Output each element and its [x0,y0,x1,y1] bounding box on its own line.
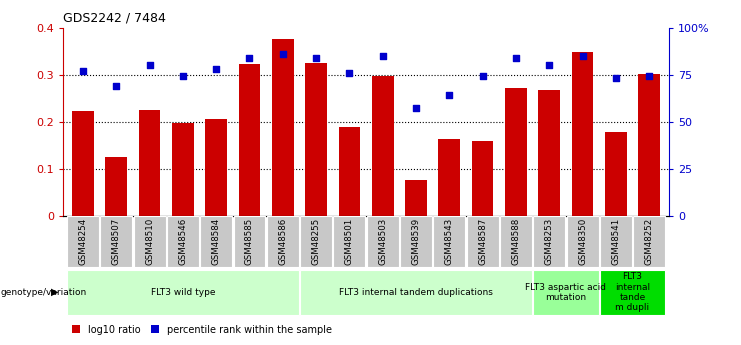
Text: GSM48252: GSM48252 [645,218,654,265]
FancyBboxPatch shape [300,216,332,267]
Text: GSM48507: GSM48507 [112,218,121,265]
Point [177,74,189,79]
Text: GSM48254: GSM48254 [79,218,87,265]
Bar [505,88,527,216]
Bar [472,141,494,216]
Text: GSM48253: GSM48253 [545,218,554,265]
Bar [72,111,94,216]
Text: genotype/variation: genotype/variation [1,288,87,297]
Point [543,62,555,68]
Point [476,74,488,79]
Text: GSM48539: GSM48539 [411,218,420,265]
FancyBboxPatch shape [500,216,532,267]
Text: GSM48255: GSM48255 [312,218,321,265]
Text: GSM48510: GSM48510 [145,218,154,265]
Point [144,62,156,68]
Point [576,53,588,59]
Text: GSM48588: GSM48588 [511,218,520,265]
FancyBboxPatch shape [534,216,565,267]
Point [510,55,522,60]
Bar [439,139,460,216]
FancyBboxPatch shape [633,216,665,267]
FancyBboxPatch shape [367,216,399,267]
Point [310,55,322,60]
FancyBboxPatch shape [133,216,165,267]
Point [110,83,122,89]
Point [77,68,89,73]
Bar [105,157,127,216]
Point [643,74,655,79]
Bar [172,122,193,216]
Text: FLT3 wild type: FLT3 wild type [150,288,215,297]
FancyBboxPatch shape [600,216,632,267]
FancyBboxPatch shape [333,216,365,267]
Text: FLT3 aspartic acid
mutation: FLT3 aspartic acid mutation [525,283,606,302]
Bar [405,180,427,216]
FancyBboxPatch shape [467,216,499,267]
Bar [539,90,560,216]
Text: GSM48350: GSM48350 [578,218,587,265]
FancyBboxPatch shape [267,216,299,267]
Text: GSM48586: GSM48586 [279,218,288,265]
Point [376,53,388,59]
Point [344,70,356,76]
Bar [605,132,627,216]
FancyBboxPatch shape [400,216,432,267]
Bar [572,52,594,216]
FancyBboxPatch shape [300,270,532,315]
FancyBboxPatch shape [233,216,265,267]
Point [610,76,622,81]
Text: FLT3
internal
tande
m dupli: FLT3 internal tande m dupli [615,272,650,313]
FancyBboxPatch shape [200,216,232,267]
Text: GSM48584: GSM48584 [212,218,221,265]
Bar [372,76,393,216]
Point [443,92,455,98]
Bar [305,63,327,216]
Point [277,51,289,57]
Text: GSM48585: GSM48585 [245,218,254,265]
FancyBboxPatch shape [67,216,99,267]
Point [244,55,256,60]
Bar [139,110,160,216]
Bar [272,39,293,216]
FancyBboxPatch shape [167,216,199,267]
Bar [339,127,360,216]
Point [210,66,222,72]
Bar [205,119,227,216]
Bar [638,74,660,216]
FancyBboxPatch shape [433,216,465,267]
Legend: log10 ratio, percentile rank within the sample: log10 ratio, percentile rank within the … [68,321,336,338]
Text: ▶: ▶ [51,287,59,297]
Text: GSM48587: GSM48587 [478,218,487,265]
FancyBboxPatch shape [600,270,665,315]
Text: GSM48503: GSM48503 [378,218,388,265]
Text: GSM48541: GSM48541 [611,218,620,265]
FancyBboxPatch shape [100,216,132,267]
Text: GSM48546: GSM48546 [179,218,187,265]
FancyBboxPatch shape [534,270,599,315]
Text: FLT3 internal tandem duplications: FLT3 internal tandem duplications [339,288,493,297]
Text: GDS2242 / 7484: GDS2242 / 7484 [63,11,166,24]
Text: GSM48543: GSM48543 [445,218,453,265]
Point [410,106,422,111]
Bar [239,64,260,216]
Text: GSM48501: GSM48501 [345,218,354,265]
FancyBboxPatch shape [567,216,599,267]
FancyBboxPatch shape [67,270,299,315]
